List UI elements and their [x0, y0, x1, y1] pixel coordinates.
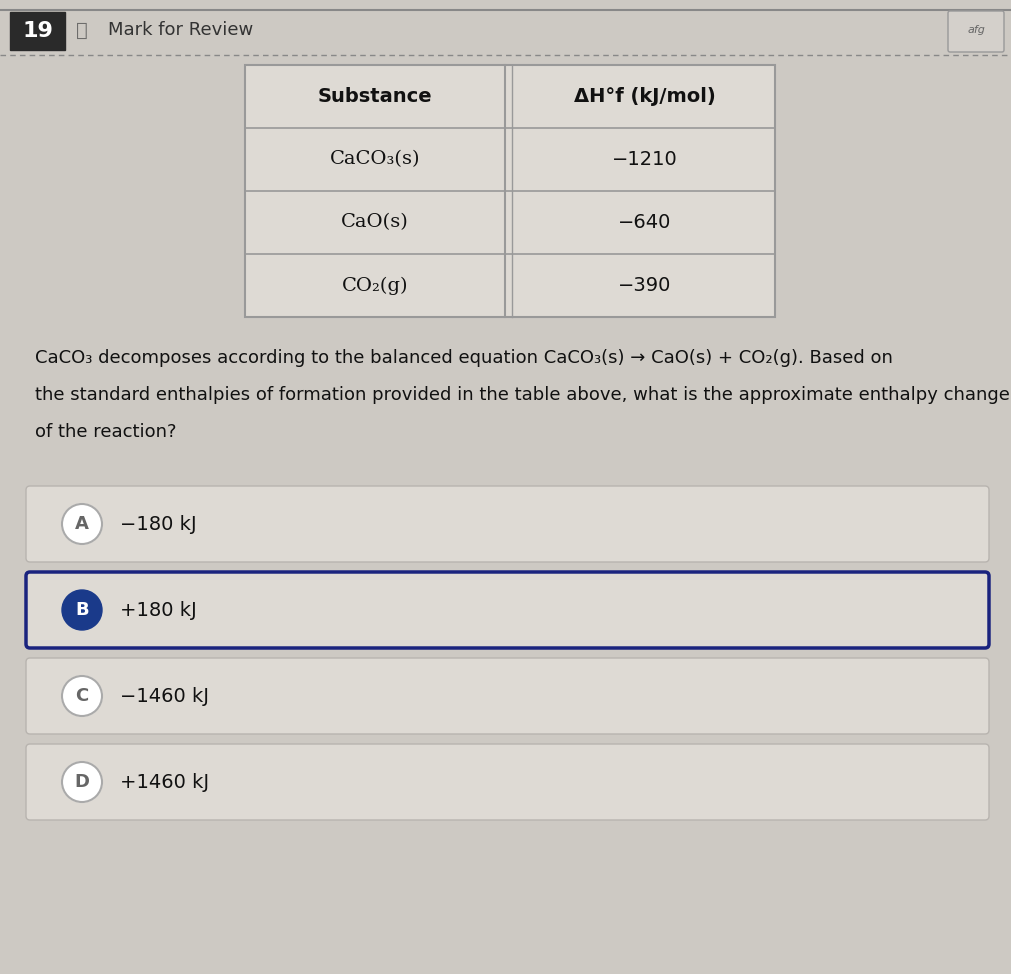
Text: ΔH°f (kJ/mol): ΔH°f (kJ/mol)	[574, 87, 716, 106]
Text: CaCO₃(s): CaCO₃(s)	[330, 151, 421, 169]
Text: +180 kJ: +180 kJ	[120, 601, 197, 619]
FancyBboxPatch shape	[26, 572, 989, 648]
Text: C: C	[76, 687, 89, 705]
Circle shape	[62, 762, 102, 802]
Circle shape	[62, 504, 102, 544]
Text: Mark for Review: Mark for Review	[108, 21, 253, 39]
Text: afg: afg	[968, 25, 985, 35]
Text: −390: −390	[619, 276, 671, 295]
Text: Substance: Substance	[317, 87, 433, 106]
FancyBboxPatch shape	[26, 744, 989, 820]
Text: +1460 kJ: +1460 kJ	[120, 772, 209, 792]
Text: 🔖: 🔖	[76, 20, 88, 40]
Text: −640: −640	[619, 213, 671, 232]
Text: CaO(s): CaO(s)	[341, 213, 408, 232]
Text: of the reaction?: of the reaction?	[35, 423, 177, 441]
Circle shape	[62, 590, 102, 630]
FancyBboxPatch shape	[26, 658, 989, 734]
Text: −1460 kJ: −1460 kJ	[120, 687, 209, 705]
Text: D: D	[75, 773, 90, 791]
Text: A: A	[75, 515, 89, 533]
Circle shape	[62, 676, 102, 716]
Text: CaCO₃ decomposes according to the balanced equation CaCO₃(s) → CaO(s) + CO₂(g). : CaCO₃ decomposes according to the balanc…	[35, 349, 893, 367]
Text: −180 kJ: −180 kJ	[120, 514, 196, 534]
FancyBboxPatch shape	[245, 65, 775, 317]
FancyBboxPatch shape	[26, 486, 989, 562]
Text: CO₂(g): CO₂(g)	[342, 277, 408, 294]
Text: the standard enthalpies of formation provided in the table above, what is the ap: the standard enthalpies of formation pro…	[35, 386, 1010, 404]
Text: B: B	[75, 601, 89, 619]
FancyBboxPatch shape	[948, 11, 1004, 52]
FancyBboxPatch shape	[10, 12, 65, 50]
Text: 19: 19	[22, 21, 53, 41]
Text: −1210: −1210	[612, 150, 677, 169]
